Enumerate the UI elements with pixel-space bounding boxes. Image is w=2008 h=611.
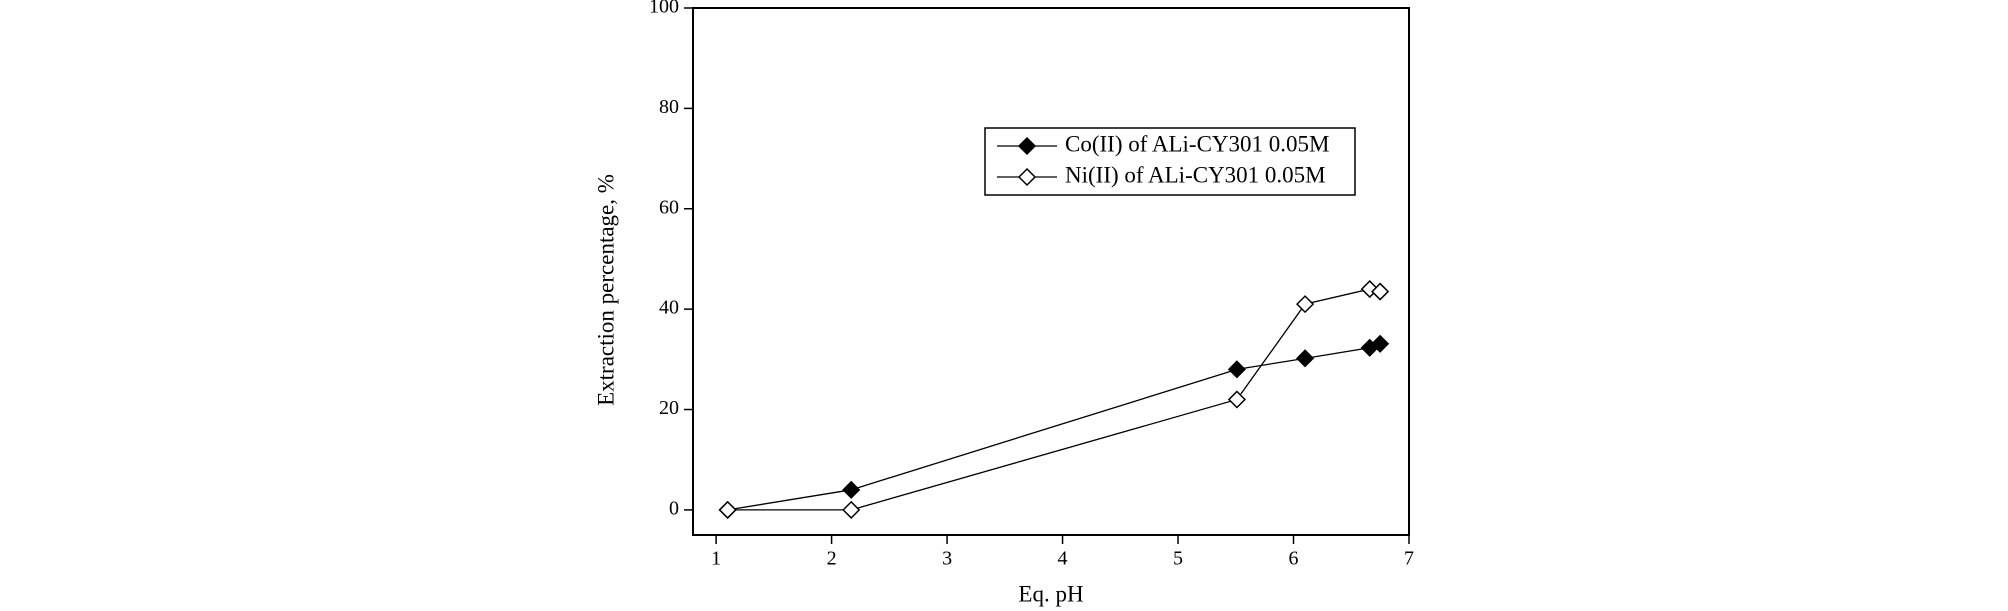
x-tick-label: 4 bbox=[1058, 548, 1068, 570]
x-axis-label: Eq. pH bbox=[1018, 581, 1083, 606]
marker bbox=[1227, 360, 1246, 379]
marker bbox=[1017, 167, 1037, 187]
x-tick-label: 6 bbox=[1289, 548, 1299, 570]
marker bbox=[1227, 390, 1246, 409]
marker bbox=[842, 480, 861, 499]
x-tick-label: 2 bbox=[827, 548, 837, 570]
y-axis-label: Extraction percentage, % bbox=[593, 174, 618, 406]
marker bbox=[718, 500, 737, 519]
x-tick-label: 3 bbox=[942, 548, 952, 570]
y-tick-label: 0 bbox=[669, 497, 679, 519]
y-tick-label: 20 bbox=[659, 397, 679, 419]
marker bbox=[1295, 349, 1315, 368]
marker bbox=[1017, 136, 1037, 156]
plot-frame bbox=[692, 7, 1410, 536]
legend-label: Ni(II) of ALi-CY301 0.05M bbox=[1065, 162, 1326, 187]
marker bbox=[1371, 334, 1390, 353]
marker bbox=[1360, 280, 1379, 299]
series-line bbox=[727, 288, 1381, 511]
x-tick-label: 5 bbox=[1173, 548, 1183, 570]
y-tick-label: 60 bbox=[659, 196, 679, 218]
y-tick-label: 40 bbox=[659, 297, 679, 319]
y-tick-label: 80 bbox=[659, 96, 679, 118]
marker bbox=[1371, 282, 1390, 301]
marker bbox=[842, 500, 861, 519]
x-tick-label: 7 bbox=[1404, 548, 1414, 570]
marker bbox=[1295, 295, 1315, 314]
series-line bbox=[727, 343, 1381, 511]
y-tick-label: 100 bbox=[649, 0, 679, 18]
legend-box bbox=[984, 127, 1356, 196]
x-tick-label: 1 bbox=[711, 548, 721, 570]
legend-label: Co(II) of ALi-CY301 0.05M bbox=[1065, 131, 1329, 156]
